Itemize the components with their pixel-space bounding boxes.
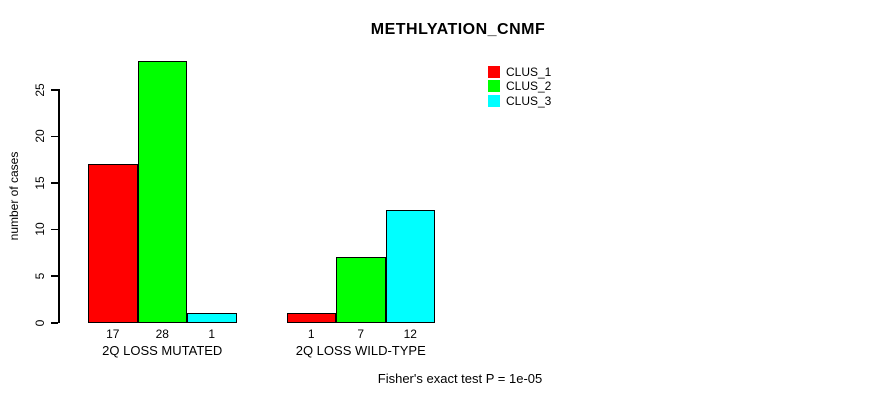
x-category-label: 2Q LOSS WILD-TYPE: [295, 343, 426, 358]
y-axis-tick-label: 0: [33, 319, 47, 326]
y-axis-tick-label: 5: [33, 272, 47, 280]
x-category-label: 2Q LOSS MUTATED: [102, 343, 223, 358]
chart-title: METHLYATION_CNMF: [370, 21, 546, 38]
bar-clus_3-group2: [385, 210, 435, 323]
y-axis-tick: [51, 228, 58, 231]
bar-value-label: 1: [307, 327, 315, 341]
legend-swatch-clus_2: [488, 80, 500, 93]
bar-clus_3-group1: [187, 312, 237, 323]
stat-annotation: Fisher's exact test P = 1e-05: [377, 371, 543, 386]
legend-item-clus_2: CLUS_2: [488, 79, 551, 93]
y-axis-tick: [51, 182, 58, 184]
legend: CLUS_1 CLUS_2 CLUS_3: [488, 65, 598, 113]
y-axis-tick: [51, 322, 58, 324]
y-axis-tick: [51, 135, 58, 138]
legend-swatch-clus_1: [488, 66, 500, 79]
bar-value-label: 17: [106, 327, 120, 341]
y-axis-tick: [51, 275, 58, 277]
y-axis-tick-label: 25: [33, 82, 47, 97]
legend-item-clus_3: CLUS_3: [488, 94, 551, 108]
legend-label: CLUS_3: [506, 93, 552, 108]
bar-value-label: 7: [357, 327, 365, 341]
bar-value-label: 28: [155, 327, 169, 341]
legend-item-clus_1: CLUS_1: [488, 65, 551, 79]
y-axis-line: [58, 89, 60, 323]
y-axis-tick-label: 20: [33, 129, 47, 143]
bar-clus_1-group1: [88, 163, 138, 323]
bar-value-label: 1: [208, 327, 216, 341]
legend-label: CLUS_1: [506, 65, 552, 80]
legend-label: CLUS_2: [506, 79, 552, 94]
bar-value-label: 12: [403, 327, 417, 341]
y-axis-tick-label: 10: [33, 222, 47, 236]
bar-clus_2-group2: [336, 256, 386, 323]
y-axis-tick: [51, 89, 58, 91]
y-axis-tick-label: 15: [33, 176, 47, 190]
bar-clus_2-group1: [137, 61, 187, 323]
bar-clus_1-group2: [286, 312, 336, 323]
legend-swatch-clus_3: [488, 94, 500, 107]
